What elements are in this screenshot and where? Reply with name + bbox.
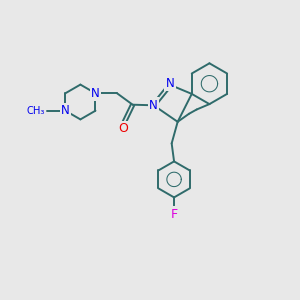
Text: F: F: [170, 208, 178, 221]
Text: N: N: [91, 87, 100, 100]
Text: N: N: [166, 76, 175, 90]
Text: O: O: [118, 122, 128, 135]
Text: CH₃: CH₃: [27, 106, 45, 116]
Text: N: N: [61, 104, 70, 117]
Text: N: N: [149, 99, 158, 112]
